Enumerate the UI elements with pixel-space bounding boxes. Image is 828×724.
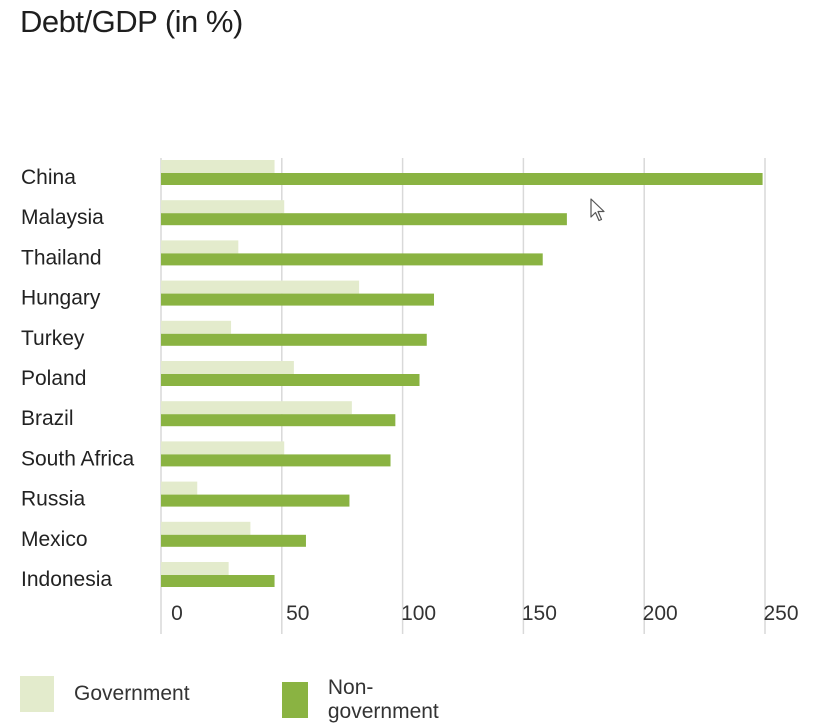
category-label: Indonesia (21, 568, 112, 591)
bar-government (161, 280, 360, 294)
legend-item-government: Government (20, 676, 190, 712)
bar-chart: China Malaysia Thailand Hungary Turkey Poland… (21, 158, 799, 634)
chart-title: Debt/GDP (in %) (20, 4, 243, 39)
bar-non-government (161, 414, 396, 427)
bar-non-government (161, 575, 275, 587)
bar-government (161, 240, 239, 254)
bar-government (161, 160, 275, 173)
category-label: Malaysia (21, 206, 104, 229)
x-tick-label: 150 (522, 602, 557, 625)
bar-government (161, 562, 229, 575)
x-tick-labels: 0 50 100 150 200 250 (171, 602, 798, 625)
x-tick-label: 250 (763, 602, 798, 625)
category-label: Turkey (21, 327, 85, 350)
non-government-swatch (282, 682, 308, 718)
bar-government (161, 401, 352, 415)
category-label: Brazil (21, 407, 74, 430)
mouse-pointer-icon (590, 198, 605, 222)
bar-government (161, 441, 285, 455)
bar-non-government (161, 534, 306, 547)
bar-government (161, 521, 251, 535)
bars (161, 160, 763, 587)
bar-government (161, 481, 198, 495)
bar-government (161, 200, 285, 214)
bar-non-government (161, 374, 420, 386)
x-tick-label: 50 (286, 602, 309, 625)
category-label: Thailand (21, 246, 102, 269)
category-label: China (21, 166, 76, 189)
x-tick-label: 200 (643, 602, 678, 625)
x-tick-label: 0 (171, 602, 183, 625)
bar-non-government (161, 333, 427, 346)
category-label: Poland (21, 367, 86, 390)
bar-non-government (161, 173, 763, 185)
government-legend-label: Government (74, 682, 190, 705)
bar-non-government (161, 213, 567, 226)
x-tick-label: 100 (401, 602, 436, 625)
bar-government (161, 320, 232, 334)
non-government-legend-label: Non-government (327, 676, 439, 723)
legend-item-non-government: Non-government (282, 676, 447, 724)
category-label: Hungary (21, 287, 101, 310)
government-swatch (20, 676, 54, 712)
category-labels: China Malaysia Thailand Hungary Turkey Poland… (21, 166, 135, 591)
bar-non-government (161, 454, 391, 467)
bar-non-government (161, 293, 435, 306)
gridlines (160, 158, 766, 634)
bar-non-government (161, 494, 350, 507)
category-label: South Africa (21, 447, 135, 470)
category-label: Mexico (21, 528, 88, 551)
category-label: Russia (21, 488, 86, 511)
bar-government (161, 361, 294, 374)
bar-non-government (161, 253, 543, 266)
